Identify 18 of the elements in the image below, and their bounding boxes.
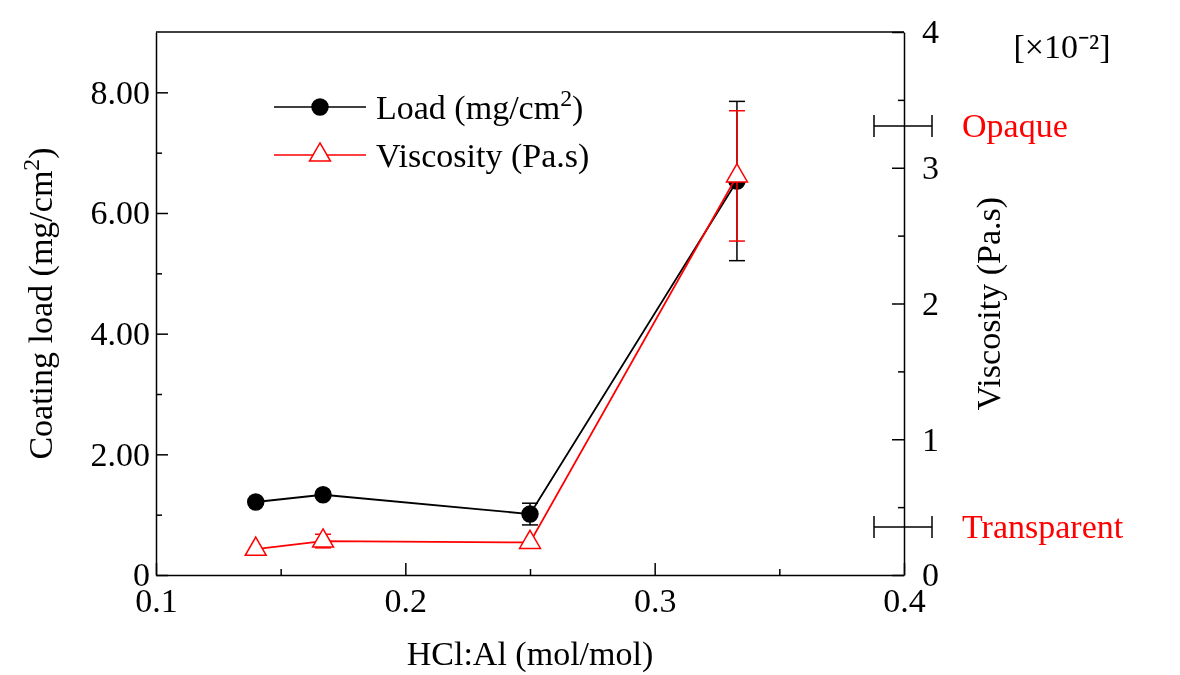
x-tick-label: 0.3 xyxy=(633,581,677,619)
y-tick-label: 8.00 xyxy=(90,73,150,111)
y2-tick-label: 3 xyxy=(922,149,939,187)
y2-tick-label: 0 xyxy=(922,556,939,594)
y2-tick-label: 2 xyxy=(922,284,939,322)
x-axis-title: HCl:Al (mol/mol) xyxy=(406,635,654,673)
y2-tick-label: 1 xyxy=(922,420,939,458)
text: [×10⁻²] xyxy=(1013,28,1111,65)
y-tick-label: 6.00 xyxy=(90,194,150,232)
y2-tick-label: 4 xyxy=(922,13,939,51)
y2-axis-title: Viscosity (Pa.s) xyxy=(970,196,1008,411)
legend-label: Viscosity (Pa.s) xyxy=(376,137,590,175)
text: Opaque xyxy=(962,107,1068,144)
text: Transparent xyxy=(962,508,1124,545)
x-tick-label: 0.2 xyxy=(384,581,428,619)
y-tick-label: 2.00 xyxy=(90,435,150,473)
legend-label: Load (mg/cm$^{2}$) xyxy=(376,85,584,127)
y-tick-label: 4.00 xyxy=(90,315,150,353)
